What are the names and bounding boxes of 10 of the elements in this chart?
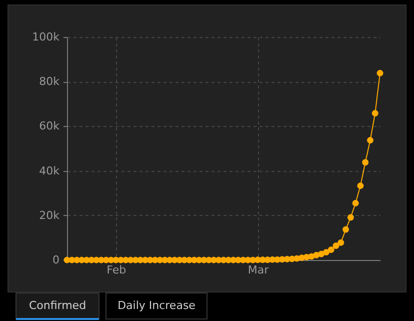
text: Confirmed bbox=[28, 299, 86, 312]
y-tick-label: 0 bbox=[52, 254, 60, 266]
y-tick-label: 100k bbox=[32, 30, 60, 44]
y-tick-label: 40k bbox=[39, 164, 60, 178]
x-tick-label: Feb bbox=[106, 264, 126, 276]
y-tick-label: 20k bbox=[39, 208, 60, 222]
text: Daily Increase bbox=[118, 299, 196, 312]
y-tick-label: 60k bbox=[39, 120, 60, 133]
x-tick-label: Mar bbox=[248, 264, 270, 276]
y-tick-label: 80k bbox=[39, 75, 60, 88]
